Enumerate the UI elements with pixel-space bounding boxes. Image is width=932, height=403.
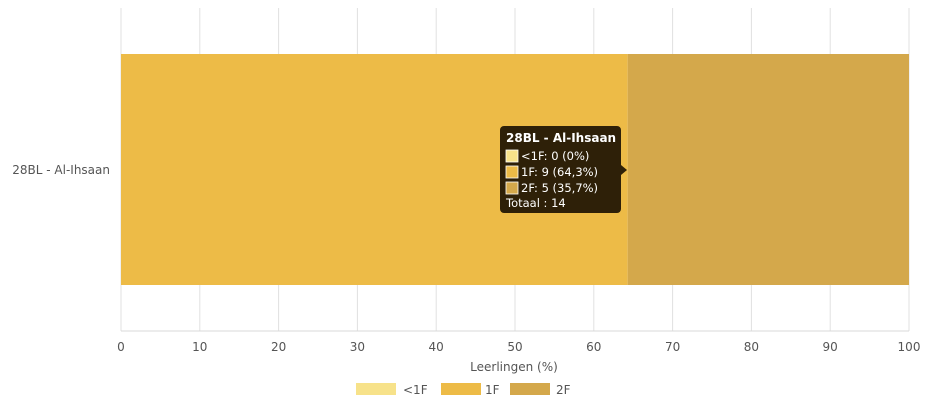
legend-label-lt1F[interactable]: <1F bbox=[403, 383, 428, 397]
tooltip-line-2f: 2F: 5 (35,7%) bbox=[521, 181, 598, 195]
x-tick-label-60: 60 bbox=[586, 340, 601, 354]
x-tick-label-70: 70 bbox=[665, 340, 680, 354]
tooltip-line-1f: 1F: 9 (64,3%) bbox=[521, 165, 598, 179]
x-axis-title: Leerlingen (%) bbox=[470, 360, 558, 374]
legend: <1F 1F 2F bbox=[356, 383, 571, 397]
tooltip-background bbox=[500, 126, 621, 213]
tooltip-swatch-1f bbox=[505, 165, 519, 179]
x-tick-label-90: 90 bbox=[823, 340, 838, 354]
category-label: 28BL - Al-Ihsaan bbox=[12, 163, 110, 177]
legend-label-1F[interactable]: 1F bbox=[485, 383, 500, 397]
tooltip-total: Totaal : 14 bbox=[505, 196, 566, 210]
x-tick-label-100: 100 bbox=[898, 340, 921, 354]
x-tick-label-30: 30 bbox=[350, 340, 365, 354]
legend-swatch-1F[interactable] bbox=[441, 383, 481, 395]
bar-segment-2F[interactable] bbox=[627, 54, 909, 285]
x-tick-label-0: 0 bbox=[117, 340, 125, 354]
x-tick-label-80: 80 bbox=[744, 340, 759, 354]
legend-swatch-lt1F[interactable] bbox=[356, 383, 396, 395]
x-tick-label-10: 10 bbox=[192, 340, 207, 354]
tooltip-swatch-2f bbox=[505, 181, 519, 195]
tooltip-title: 28BL - Al-Ihsaan bbox=[506, 131, 616, 145]
x-axis: 0 10 20 30 40 50 60 70 80 90 100 bbox=[117, 330, 921, 354]
tooltip: 28BL - Al-Ihsaan <1F: 0 (0%) 1F: 9 (64,3… bbox=[500, 126, 627, 213]
tooltip-swatch-lt1f bbox=[505, 149, 519, 163]
x-tick-label-20: 20 bbox=[271, 340, 286, 354]
x-tick-label-40: 40 bbox=[429, 340, 444, 354]
legend-swatch-2F[interactable] bbox=[510, 383, 550, 395]
tooltip-pointer bbox=[621, 165, 627, 175]
legend-label-2F[interactable]: 2F bbox=[556, 383, 571, 397]
x-tick-label-50: 50 bbox=[507, 340, 522, 354]
tooltip-line-lt1f: <1F: 0 (0%) bbox=[521, 149, 589, 163]
